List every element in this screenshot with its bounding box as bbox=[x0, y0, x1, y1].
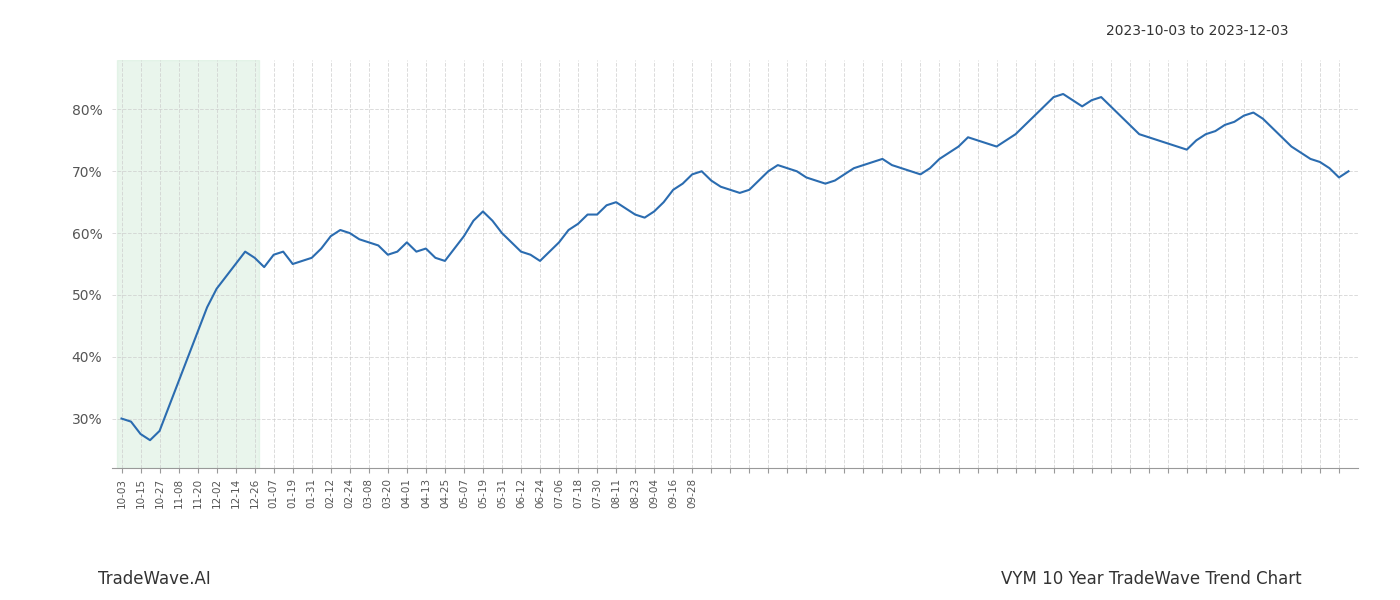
Text: TradeWave.AI: TradeWave.AI bbox=[98, 570, 211, 588]
Text: VYM 10 Year TradeWave Trend Chart: VYM 10 Year TradeWave Trend Chart bbox=[1001, 570, 1302, 588]
Bar bbox=[116, 60, 259, 468]
Text: 2023-10-03 to 2023-12-03: 2023-10-03 to 2023-12-03 bbox=[1106, 24, 1288, 38]
